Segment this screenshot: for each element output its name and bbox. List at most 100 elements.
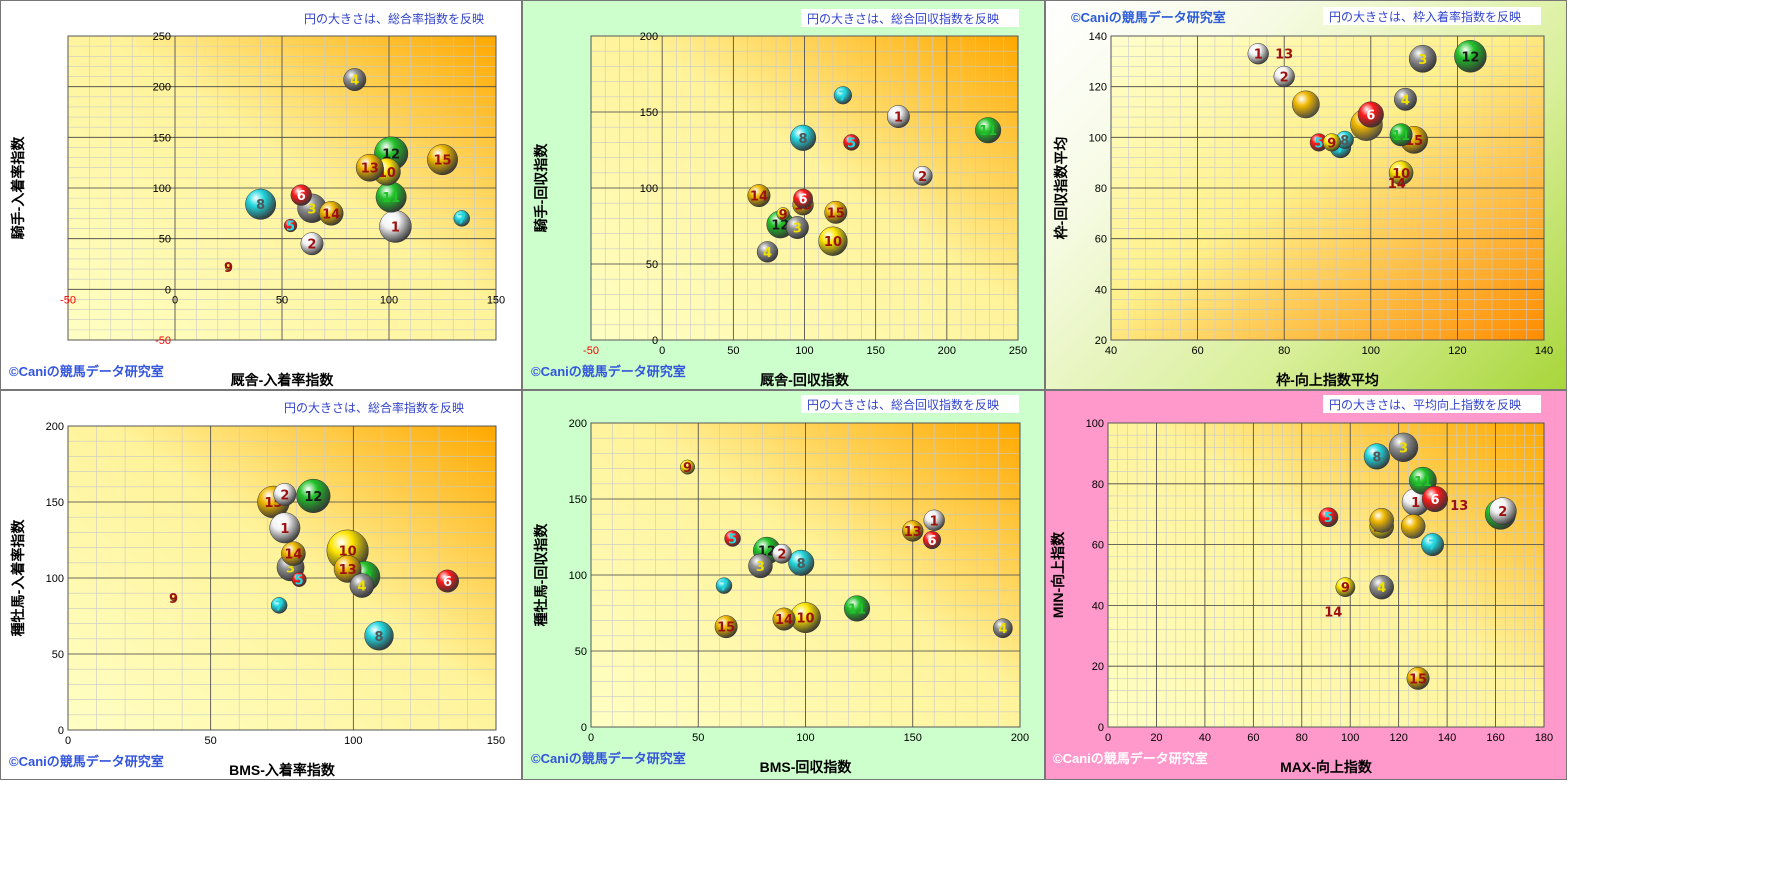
copyright-label: ©Caniの競馬データ研究室 [531, 364, 686, 379]
plot-area [1107, 422, 1545, 728]
size-note: 円の大きさは、総合率指数を反映 [304, 11, 484, 26]
bubble-4 [1393, 87, 1417, 111]
x-tick-label: 50 [727, 345, 739, 357]
x-tick-label: 40 [1105, 345, 1117, 357]
bubble-label: 1 [1254, 48, 1263, 63]
bubble-label: 5 [295, 574, 304, 589]
bubble-5 [1318, 507, 1339, 528]
bubble-label: 2 [777, 548, 786, 563]
bubble-label: 2 [918, 170, 927, 185]
note-box [801, 9, 1019, 27]
chart-panel-4: 0 50 100 150 0 50 100 150 200 BMS-入着率指数 種牡馬-入着率指数 円… [0, 390, 522, 780]
bubble-11 [1389, 123, 1413, 147]
bubble-3 [748, 553, 773, 579]
bubble-unlabeled [1369, 508, 1394, 533]
x-tick-label: 80 [1278, 345, 1290, 357]
note-box [1323, 7, 1541, 25]
y-tick-label: 100 [1089, 132, 1107, 144]
bubble-13 [333, 555, 362, 583]
bubble-4 [1369, 574, 1394, 600]
bubble-5 [724, 530, 741, 547]
x-tick-label: 50 [205, 735, 217, 747]
bubble-label: 3 [756, 560, 765, 575]
x-tick-label: 100 [380, 294, 398, 306]
bubble-label: 2 [280, 488, 289, 503]
bubble-label: 11 [848, 602, 866, 617]
note-box [1323, 395, 1541, 413]
y-tick-label: 50 [52, 649, 64, 661]
bubble-label: 9 [779, 208, 788, 223]
bubble-label: 14 [1324, 605, 1342, 620]
bubble-label: 14 [322, 207, 340, 222]
x-tick-label: 140 [1438, 732, 1456, 744]
chart-panel-6: 0 20 40 60 80 100 120 140 160 180 0 20 40 60 80 100 MAX-… [1045, 390, 1567, 780]
bubble-label: 13 [1275, 48, 1293, 63]
x-tick-label: 160 [1486, 732, 1504, 744]
bubble-label: 11 [979, 124, 997, 139]
bubble-label: 8 [374, 630, 383, 645]
copyright-label: ©Caniの競馬データ研究室 [1053, 751, 1208, 766]
bubble-14 [772, 607, 796, 631]
x-tick-label: 150 [866, 345, 884, 357]
x-tick-label: 120 [1389, 732, 1407, 744]
chart-3-svg: 40 60 80 100 120 14020406080100120140枠-向上指数平均… [1053, 7, 1553, 388]
x-axis-title: 枠-向上指数平均 [1276, 372, 1379, 388]
bubble-label: 1 [391, 221, 400, 236]
y-tick-label: 200 [569, 418, 587, 430]
chart-2-svg: -50 0 50 100 150 200 250 0 50 100 150 200 厩舎-回収指数 騎手-… [531, 9, 1027, 388]
x-axis-title: 厩舎-入着率指数 [231, 372, 335, 388]
y-tick-label: 100 [569, 570, 587, 582]
bubble-label: 1 [280, 522, 289, 537]
chart-1-svg: -50 0 50 100 150 -50 0 50 100 150 200 250 厩舎-入着率指数 騎手… [9, 11, 505, 388]
bubble-13 [902, 520, 924, 542]
size-note: 円の大きさは、総合回収指数を反映 [807, 11, 999, 26]
bubble-label: 1 [930, 514, 939, 529]
bubble-label: 15 [717, 621, 735, 636]
y-tick-label: 100 [640, 183, 658, 195]
bubble-15 [1406, 666, 1430, 690]
bubble-8 [364, 621, 394, 651]
size-note: 円の大きさは、総合回収指数を反映 [807, 397, 999, 412]
x-tick-label: 200 [938, 345, 956, 357]
chart-4-svg: 0 50 100 150 0 50 100 150 200 BMS-入着率指数 種牡馬-入着率指数 円… [9, 400, 505, 778]
bubble-7 [715, 577, 733, 594]
bubble-7 [833, 86, 852, 105]
bubble-8 [790, 124, 817, 151]
bubble-15 [714, 615, 738, 639]
x-axis-title: BMS-回収指数 [760, 759, 853, 775]
bubble-label: 5 [1324, 511, 1333, 526]
bubble-9 [1322, 133, 1341, 152]
bubble-label: 7 [1428, 539, 1437, 554]
bubble-6 [1421, 485, 1449, 513]
bubble-label: 12 [304, 490, 322, 505]
bubble-label: 3 [1418, 53, 1427, 68]
bubble-4 [349, 573, 375, 598]
bubble-1 [923, 509, 945, 531]
bubble-label: 4 [357, 580, 366, 595]
x-tick-label: 150 [487, 294, 505, 306]
bubble-label: 6 [928, 534, 937, 549]
x-tick-label: 0 [659, 345, 665, 357]
bubble-2 [300, 232, 324, 256]
note-box [801, 395, 1019, 413]
bubble-4 [756, 241, 779, 263]
x-tick-label: 0 [588, 732, 594, 744]
y-tick-label: 0 [58, 725, 64, 737]
bubble-label: 4 [350, 74, 359, 89]
y-tick-label: 20 [1095, 335, 1107, 347]
bubble-label: 6 [799, 193, 808, 208]
bubble-9 [1335, 577, 1356, 598]
bubble-label: 5 [1314, 136, 1323, 151]
bubble-5 [843, 134, 860, 151]
y-tick-label: 140 [1089, 31, 1107, 43]
y-tick-label: 0 [581, 722, 587, 734]
x-tick-label: 80 [1296, 732, 1308, 744]
y-axis-title: 枠-回収指数平均 [1053, 137, 1069, 240]
x-tick-label: 100 [344, 735, 362, 747]
bubble-label: 14 [284, 548, 302, 563]
bubble-14 [281, 541, 306, 566]
x-tick-label: 250 [1009, 345, 1027, 357]
bubble-label: 15 [433, 154, 451, 169]
x-tick-label: 100 [1362, 345, 1380, 357]
bubble-label: 7 [457, 212, 466, 227]
